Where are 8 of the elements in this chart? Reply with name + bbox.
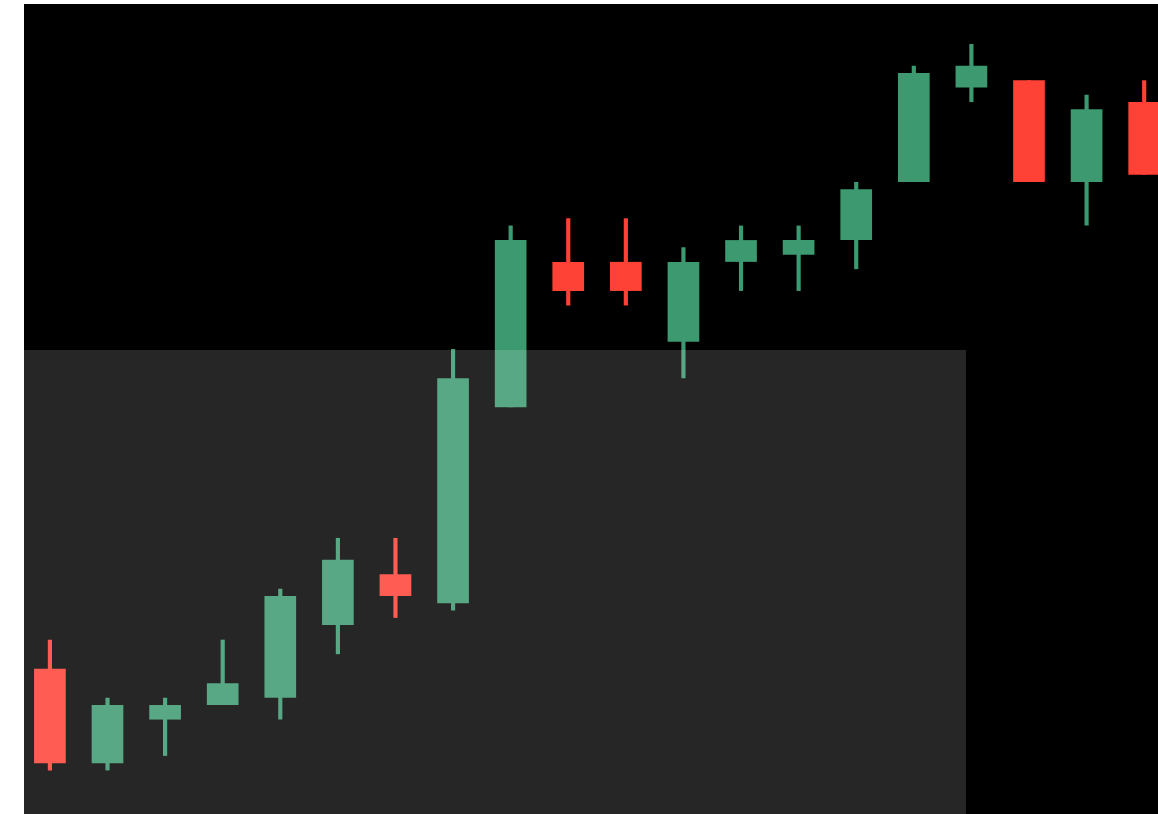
candlestick [782,223,815,294]
candlestick [955,41,988,105]
candlestick [149,695,181,758]
candlestick [610,216,642,308]
candlestick [379,535,412,620]
candlestick [206,637,239,708]
candlestick [552,216,585,308]
candlestick [725,223,757,294]
